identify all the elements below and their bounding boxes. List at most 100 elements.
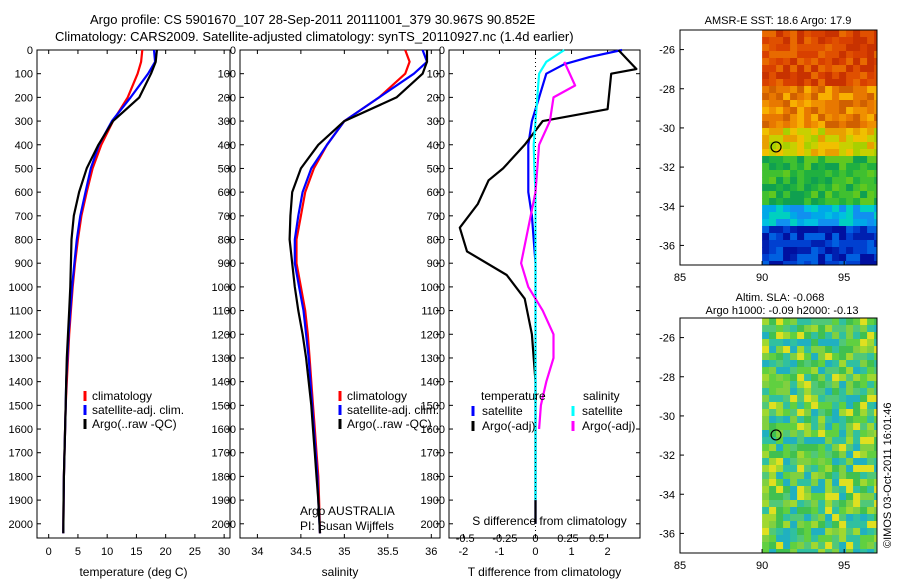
x-tick-label: 35 xyxy=(338,546,350,558)
heatmap-cell xyxy=(783,184,791,192)
heatmap-cell xyxy=(811,528,819,536)
heatmap-cell xyxy=(797,65,805,73)
heatmap-cell xyxy=(811,416,819,424)
heatmap-cell xyxy=(804,156,812,164)
heatmap-cell xyxy=(769,542,777,550)
heatmap-cell xyxy=(797,507,805,515)
heatmap-cell xyxy=(867,163,875,171)
heatmap-cell xyxy=(818,72,826,80)
heatmap-cell xyxy=(832,374,840,382)
heatmap-cell xyxy=(832,142,840,150)
heatmap-cell xyxy=(832,86,840,94)
heatmap-cell xyxy=(811,121,819,129)
heatmap-cell xyxy=(825,107,833,115)
heatmap-cell xyxy=(874,261,878,266)
heatmap-cell xyxy=(804,191,812,199)
heatmap-cell xyxy=(818,219,826,227)
heatmap-cell xyxy=(811,409,819,417)
y-tick-label: 1800 xyxy=(421,471,445,483)
heatmap-cell xyxy=(832,521,840,529)
heatmap-cell xyxy=(832,486,840,494)
heatmap-cell xyxy=(825,444,833,452)
heatmap-cell xyxy=(860,521,868,529)
heatmap-cell xyxy=(818,535,826,543)
heatmap-cell xyxy=(783,521,791,529)
heatmap-cell xyxy=(832,93,840,101)
heatmap-cell xyxy=(832,212,840,220)
heatmap-cell xyxy=(776,198,784,206)
x-tick-label: 34.5 xyxy=(290,546,311,558)
x-tick-label: 0 xyxy=(532,546,538,558)
y-tick-label: 0 xyxy=(439,45,445,57)
heatmap-cell xyxy=(804,184,812,192)
heatmap-cell xyxy=(860,528,868,536)
heatmap-cell xyxy=(804,451,812,459)
heatmap-cell xyxy=(776,58,784,66)
heatmap-cell xyxy=(860,205,868,213)
heatmap-cell xyxy=(867,72,875,80)
heatmap-cell xyxy=(825,381,833,389)
heatmap-cell xyxy=(797,339,805,347)
y-tick-label: 800 xyxy=(15,235,33,247)
heatmap-cell xyxy=(867,205,875,213)
heatmap-cell xyxy=(839,177,847,185)
heatmap-cell xyxy=(832,121,840,129)
heatmap-cell xyxy=(762,177,770,185)
x-tick-label: 36 xyxy=(425,546,437,558)
heatmap-cell xyxy=(825,437,833,445)
heatmap-cell xyxy=(860,156,868,164)
heatmap-cell xyxy=(846,549,854,554)
heatmap-cell xyxy=(839,430,847,438)
heatmap-cell xyxy=(797,486,805,494)
y-tick-label: 1400 xyxy=(421,377,445,389)
heatmap-cell xyxy=(811,226,819,234)
heatmap-cell xyxy=(832,163,840,171)
heatmap-cell xyxy=(762,486,770,494)
heatmap-cell xyxy=(853,205,861,213)
heatmap-cell xyxy=(853,65,861,73)
heatmap-cell xyxy=(839,170,847,178)
heatmap-cell xyxy=(804,479,812,487)
heatmap-cell xyxy=(769,521,777,529)
heatmap-cell xyxy=(776,233,784,241)
heatmap-cell xyxy=(790,318,798,326)
heatmap-cell xyxy=(797,156,805,164)
heatmap-cell xyxy=(846,100,854,108)
heatmap-cell xyxy=(860,233,868,241)
heatmap-cell xyxy=(790,163,798,171)
heatmap-cell xyxy=(762,142,770,150)
heatmap-cell xyxy=(846,114,854,122)
heatmap-cell xyxy=(776,121,784,129)
heatmap-cell xyxy=(846,247,854,255)
x-tick-label: 85 xyxy=(674,272,686,284)
heatmap-cell xyxy=(811,325,819,333)
heatmap-cell xyxy=(797,149,805,157)
heatmap-cell xyxy=(804,198,812,206)
heatmap-cell xyxy=(797,465,805,473)
heatmap-cell xyxy=(790,205,798,213)
heatmap-cell xyxy=(797,86,805,94)
heatmap-cell xyxy=(818,507,826,515)
heatmap-cell xyxy=(860,535,868,543)
heatmap-cell xyxy=(797,353,805,361)
heatmap-cell xyxy=(825,100,833,108)
annotation: Argo AUSTRALIA xyxy=(300,504,395,518)
heatmap-cell xyxy=(783,423,791,431)
heatmap-cell xyxy=(853,79,861,87)
heatmap-cell xyxy=(804,128,812,136)
heatmap-cell xyxy=(776,107,784,115)
heatmap-cell xyxy=(860,458,868,466)
heatmap-cell xyxy=(874,542,878,550)
heatmap-cell xyxy=(874,142,878,150)
heatmap-cell xyxy=(769,191,777,199)
title-line-2: Climatology: CARS2009. Satellite-adjuste… xyxy=(55,29,574,44)
heatmap-cell xyxy=(832,332,840,340)
heatmap-cell xyxy=(790,128,798,136)
heatmap-cell xyxy=(832,395,840,403)
heatmap-cell xyxy=(776,170,784,178)
heatmap-cell xyxy=(846,528,854,536)
heatmap-cell xyxy=(776,212,784,220)
heatmap-cell xyxy=(783,465,791,473)
heatmap-cell xyxy=(867,416,875,424)
heatmap-cell xyxy=(811,493,819,501)
